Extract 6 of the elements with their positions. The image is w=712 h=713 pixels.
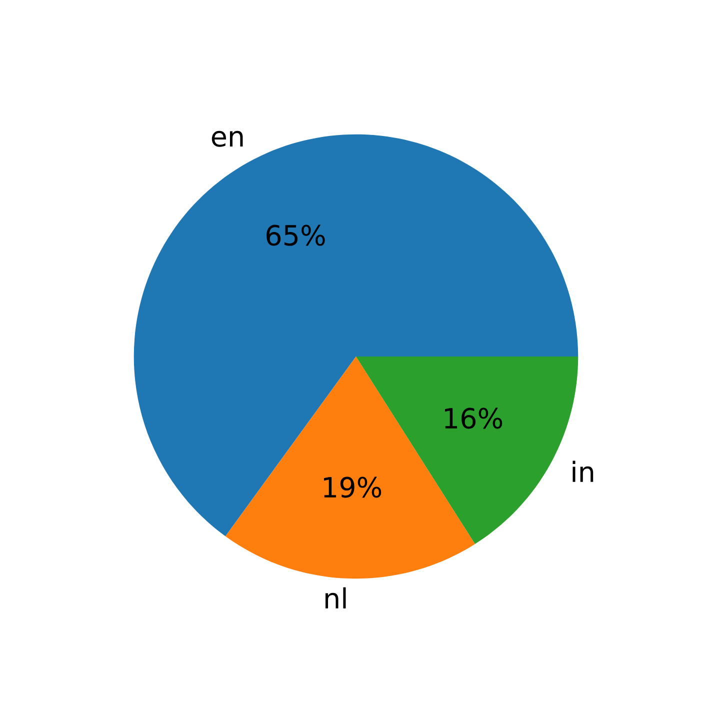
slice-label: nl [326,587,346,608]
data-label: 19% [324,476,382,498]
data-label: 16% [444,408,502,429]
slice-label: en [212,130,243,147]
slice-label: in [572,460,594,482]
data-label: 65% [266,224,325,246]
